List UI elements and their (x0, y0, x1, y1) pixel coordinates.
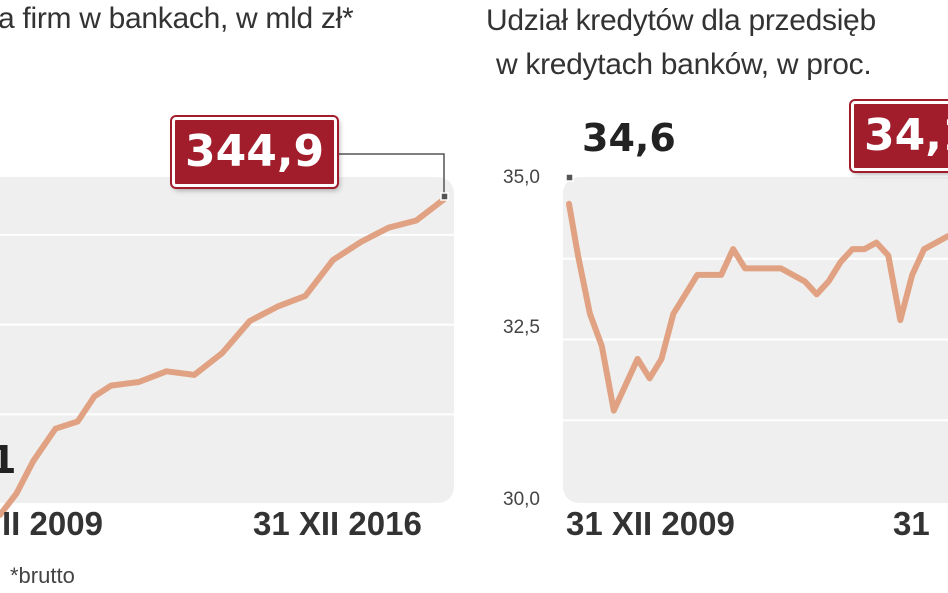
right-x-label-start: 31 XII 2009 (566, 505, 735, 542)
left-series-line (0, 196, 447, 518)
right-start-value-label: 34,6 (582, 116, 676, 160)
footnote: *brutto (10, 563, 75, 588)
left-x-label-end: 31 XII 2016 (253, 505, 422, 542)
right-x-label-end: 31 (893, 505, 930, 542)
left-start-value-label-partial: 1 (0, 438, 17, 482)
left-end-marker (440, 192, 449, 201)
right-series-line (566, 200, 948, 414)
left-gridlines (0, 233, 454, 506)
right-end-value-callout: 34,1 (851, 101, 948, 171)
right-start-marker (565, 173, 574, 182)
right-ytick-32-5: 32,5 (503, 317, 540, 338)
right-gridlines (563, 257, 948, 422)
left-callout-leader (336, 153, 445, 196)
right-chart-title-line2: w kredytach banków, w proc. (496, 48, 872, 81)
right-chart-title-line1: Udział kredytów dla przedsięb (486, 4, 876, 37)
right-ytick-30: 30,0 (503, 489, 540, 510)
left-chart-title: a firm w bankach, w mld zł* (0, 2, 354, 35)
left-x-label-start: II 2009 (2, 505, 103, 542)
right-ytick-35: 35,0 (503, 167, 540, 188)
left-end-value-callout: 344,9 (172, 117, 338, 187)
